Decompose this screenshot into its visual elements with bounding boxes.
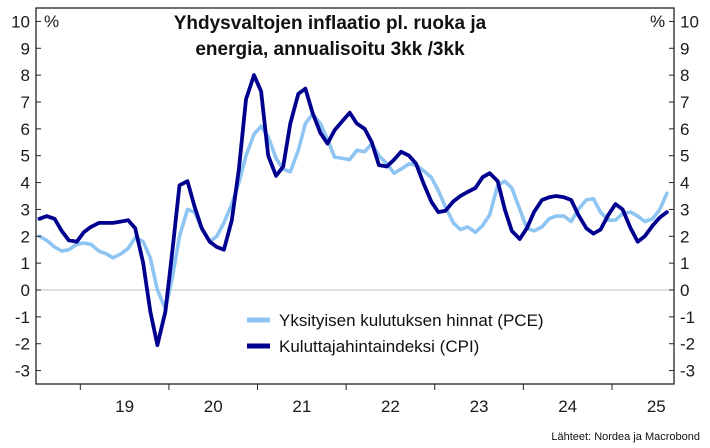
plot-frame [35, 7, 675, 385]
x-tick-label: 24 [558, 397, 577, 416]
y-tick-label-right: 10 [680, 12, 699, 31]
y-tick-label-left: 7 [21, 93, 30, 112]
y-tick-label-right: 7 [680, 93, 689, 112]
y-tick-label-right: 2 [680, 227, 689, 246]
y-tick-label-right: 1 [680, 254, 689, 273]
plot-area [35, 7, 675, 385]
y-tick-label-right: 6 [680, 120, 689, 139]
legend-label-cpi: Kuluttajahintaindeksi (CPI) [279, 337, 479, 356]
x-tick-label: 20 [204, 397, 223, 416]
x-tick-label: 22 [381, 397, 400, 416]
x-axis: 19 20 21 22 23 24 25 [79, 384, 666, 416]
x-tick-label: 21 [292, 397, 311, 416]
y-tick-label-left: 3 [21, 200, 30, 219]
y-tick-label-left: 0 [21, 281, 30, 300]
y-tick-label-right: 5 [680, 147, 689, 166]
y-tick-label-right: 9 [680, 39, 689, 58]
y-tick-label-left: 2 [21, 227, 30, 246]
y-tick-label-right: 3 [680, 200, 689, 219]
source-note: Lähteet: Nordea ja Macrobond [551, 431, 700, 443]
y-tick-label-left: 1 [21, 254, 30, 273]
y-tick-label-left: 6 [21, 120, 30, 139]
y-tick-label-right: -3 [680, 362, 695, 381]
y-tick-label-right: -2 [680, 335, 695, 354]
y-tick-label-left: -2 [15, 335, 30, 354]
x-tick-label: 19 [115, 397, 134, 416]
legend: Yksityisen kulutuksen hinnat (PCE) Kulut… [247, 311, 544, 356]
y-tick-label-left: -1 [15, 308, 30, 327]
y-tick-label-left: 9 [21, 39, 30, 58]
y-unit-right: % [650, 12, 665, 31]
y-tick-label-right: 0 [680, 281, 689, 300]
chart-title-line-2: energia, annualisoitu 3kk /3kk [195, 39, 465, 60]
x-tick-label: 23 [470, 397, 489, 416]
y-tick-label-right: -1 [680, 308, 695, 327]
y-axis-right: -3 -2 -1 0 1 2 3 4 5 6 7 8 9 10 [669, 12, 699, 381]
chart-title-line-1: Yhdysvaltojen inflaatio pl. ruoka ja [174, 13, 487, 34]
legend-label-pce: Yksityisen kulutuksen hinnat (PCE) [279, 311, 544, 330]
y-tick-label-left: 5 [21, 147, 30, 166]
y-tick-label-left: 4 [21, 174, 30, 193]
y-tick-label-left: -3 [15, 362, 30, 381]
x-tick-label: 25 [647, 397, 666, 416]
y-tick-label-left: 10 [11, 12, 30, 31]
y-unit-left: % [44, 12, 59, 31]
series-line-pce [37, 112, 669, 311]
series-layer [37, 73, 669, 348]
series-line-cpi [37, 73, 669, 348]
y-axis-left: -3 -2 -1 0 1 2 3 4 5 6 7 8 9 10 [11, 12, 41, 381]
y-tick-label-right: 4 [680, 174, 689, 193]
y-tick-label-left: 8 [21, 66, 30, 85]
y-tick-label-right: 8 [680, 66, 689, 85]
